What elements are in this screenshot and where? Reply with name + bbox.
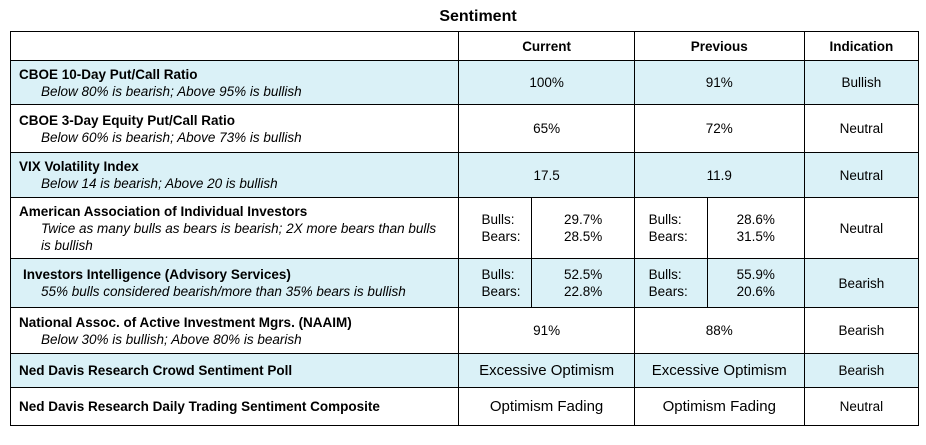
table-row: Ned Davis Research Crowd Sentiment Poll … [9, 353, 920, 388]
indicator-desc: Below 14 is bearish; Above 20 is bullish [41, 176, 278, 191]
indicator-cell: Ned Davis Research Crowd Sentiment Poll [9, 353, 460, 388]
page-title: Sentiment [439, 8, 517, 25]
header-row: Current Previous Indication [9, 31, 920, 61]
current-value: Excessive Optimism [458, 353, 635, 388]
indicator-name: Investors Intelligence (Advisory Service… [23, 267, 291, 282]
bears-value: 31.5% [736, 229, 775, 244]
table-row: American Association of Individual Inves… [9, 197, 920, 259]
current-value: 91% [458, 307, 635, 354]
indicator-cell: National Assoc. of Active Investment Mgr… [9, 307, 460, 354]
bears-label: Bears: [648, 284, 688, 299]
previous-bulls-bears: Bulls: Bears: 55.9% 20.6% [633, 258, 805, 308]
bears-label: Bears: [648, 229, 688, 244]
indicator-cell: Investors Intelligence (Advisory Service… [9, 258, 460, 308]
indication-value: Neutral [803, 387, 920, 426]
indicator-cell: Ned Davis Research Daily Trading Sentime… [9, 387, 460, 426]
current-value: 65% [458, 104, 635, 153]
table-row: National Assoc. of Active Investment Mgr… [9, 307, 920, 354]
previous-value: 72% [633, 104, 805, 153]
indicator-name: CBOE 3-Day Equity Put/Call Ratio [19, 112, 236, 128]
bulls-label: Bulls: [481, 212, 515, 227]
table-row: VIX Volatility Index Below 14 is bearish… [9, 152, 920, 198]
indicator-name: Ned Davis Research Crowd Sentiment Poll [19, 363, 293, 378]
table-row: CBOE 10-Day Put/Call Ratio Below 80% is … [9, 60, 920, 105]
bulls-value: 29.7% [563, 212, 603, 227]
indicator-cell: CBOE 10-Day Put/Call Ratio Below 80% is … [9, 60, 460, 105]
indicator-desc: Below 60% is bearish; Above 73% is bulli… [41, 129, 302, 145]
indicator-name: National Assoc. of Active Investment Mgr… [19, 314, 352, 330]
bulls-value: 55.9% [736, 267, 775, 282]
current-value: Optimism Fading [458, 387, 635, 426]
indication-value: Bullish [803, 60, 920, 105]
bulls-value: 28.6% [736, 212, 775, 227]
bears-label: Bears: [481, 229, 521, 244]
header-current: Current [458, 31, 635, 61]
current-value: 100% [458, 60, 635, 105]
indicator-desc: Below 80% is bearish; Above 95% is bulli… [41, 83, 302, 99]
previous-value: 11.9 [633, 152, 805, 198]
indicator-name: American Association of Individual Inves… [19, 203, 308, 219]
indicator-cell: CBOE 3-Day Equity Put/Call Ratio Below 6… [9, 104, 460, 153]
bulls-value: 52.5% [563, 267, 603, 282]
bears-value: 28.5% [563, 229, 603, 244]
indicator-name: Ned Davis Research Daily Trading Sentime… [19, 399, 380, 414]
previous-bulls-bears: Bulls: Bears: 28.6% 31.5% [633, 197, 805, 259]
indication-value: Bearish [803, 353, 920, 388]
bears-label: Bears: [481, 284, 521, 299]
indicator-name: CBOE 10-Day Put/Call Ratio [19, 66, 198, 82]
bulls-label: Bulls: [648, 267, 682, 282]
indicator-name: VIX Volatility Index [19, 159, 139, 174]
current-value: 17.5 [458, 152, 635, 198]
previous-value: 88% [633, 307, 805, 354]
indication-value: Bearish [803, 258, 920, 308]
bears-value: 20.6% [736, 284, 775, 299]
bulls-label: Bulls: [648, 212, 682, 227]
current-bulls-bears: Bulls: Bears: 29.7% 28.5% [458, 197, 635, 259]
bears-value: 22.8% [563, 284, 603, 299]
previous-value: Optimism Fading [633, 387, 805, 426]
indication-value: Neutral [803, 104, 920, 153]
header-indicator [9, 31, 460, 61]
header-indication: Indication [803, 31, 920, 61]
indication-value: Neutral [803, 197, 920, 259]
indicator-desc: Twice as many bulls as bears is bearish;… [41, 220, 437, 253]
header-previous: Previous [633, 31, 805, 61]
table-row: CBOE 3-Day Equity Put/Call Ratio Below 6… [9, 104, 920, 153]
indicator-desc: 55% bulls considered bearish/more than 3… [41, 284, 406, 299]
indicator-desc: Below 30% is bullish; Above 80% is beari… [41, 331, 302, 347]
table-row: Investors Intelligence (Advisory Service… [9, 258, 920, 308]
indication-value: Neutral [803, 152, 920, 198]
indicator-cell: VIX Volatility Index Below 14 is bearish… [9, 152, 460, 198]
current-bulls-bears: Bulls: Bears: 52.5% 22.8% [458, 258, 635, 308]
previous-value: 91% [633, 60, 805, 105]
indicator-cell: American Association of Individual Inves… [9, 197, 460, 259]
sentiment-table: Current Previous Indication CBOE 10-Day … [9, 31, 920, 426]
bulls-label: Bulls: [481, 267, 515, 282]
indication-value: Bearish [803, 307, 920, 354]
table-row: Ned Davis Research Daily Trading Sentime… [9, 387, 920, 426]
previous-value: Excessive Optimism [633, 353, 805, 388]
